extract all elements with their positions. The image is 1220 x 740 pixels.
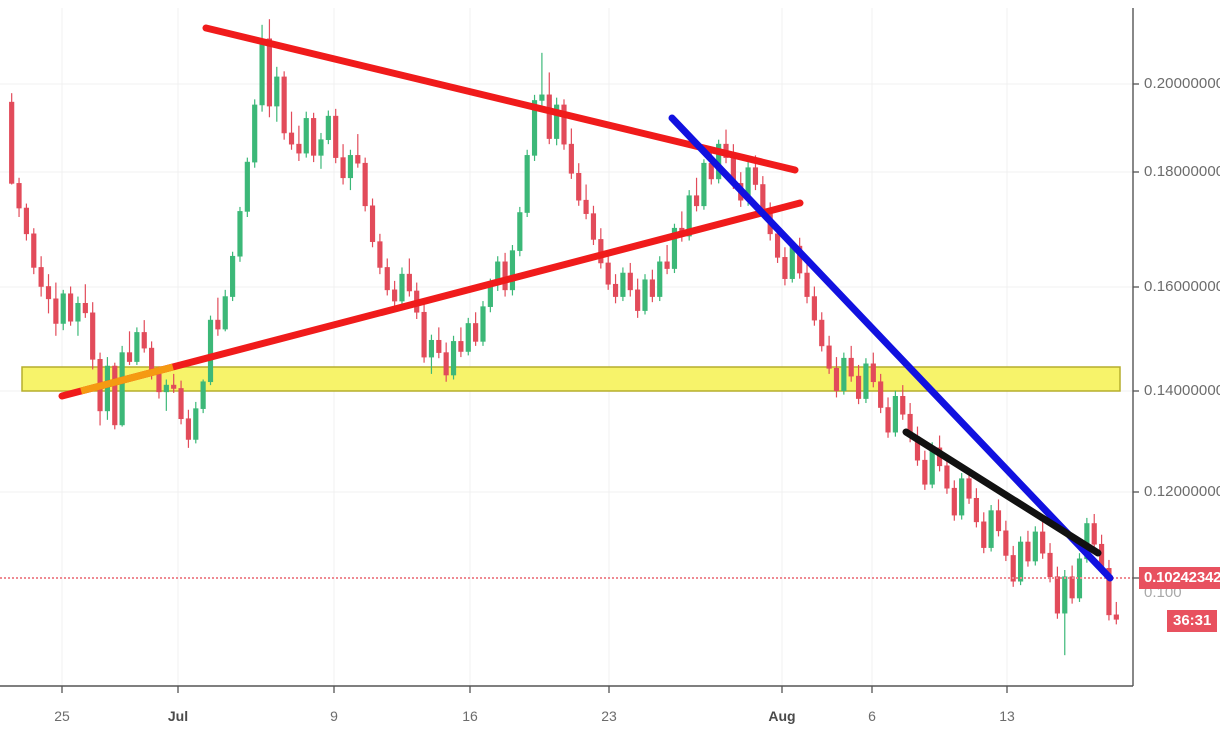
time-axis-tick-label: Aug: [768, 708, 796, 724]
time-axis-tick-label: 9: [330, 708, 338, 724]
price-axis-tick-label: 0.12000000: [1144, 483, 1220, 500]
trendline-drawings-layer: [58, 24, 1114, 582]
candle-countdown-badge: 36:31: [1167, 610, 1218, 632]
time-axis-tick-label: 16: [462, 708, 478, 724]
price-axis-tick-label: 0.14000000: [1144, 382, 1220, 399]
price-axis-tick-label: 0.20000000: [1144, 75, 1220, 92]
price-axis-tick-label: 0.18000000: [1144, 163, 1220, 180]
time-axis-tick-label: 6: [868, 708, 876, 724]
axis-lines-layer: [0, 8, 1139, 693]
time-axis-tick-label: 25: [54, 708, 70, 724]
candlestick-series: [9, 19, 1119, 656]
support-zone-layer: [21, 366, 1121, 392]
current-price-badge[interactable]: 0.10242342: [1139, 567, 1220, 589]
time-axis-tick-label: Jul: [167, 708, 189, 724]
grid-layer: [0, 8, 1133, 686]
time-axis-tick-label: 13: [999, 708, 1015, 724]
price-axis-tick-label: 0.16000000: [1144, 278, 1220, 295]
time-axis-tick-label: 23: [601, 708, 617, 724]
